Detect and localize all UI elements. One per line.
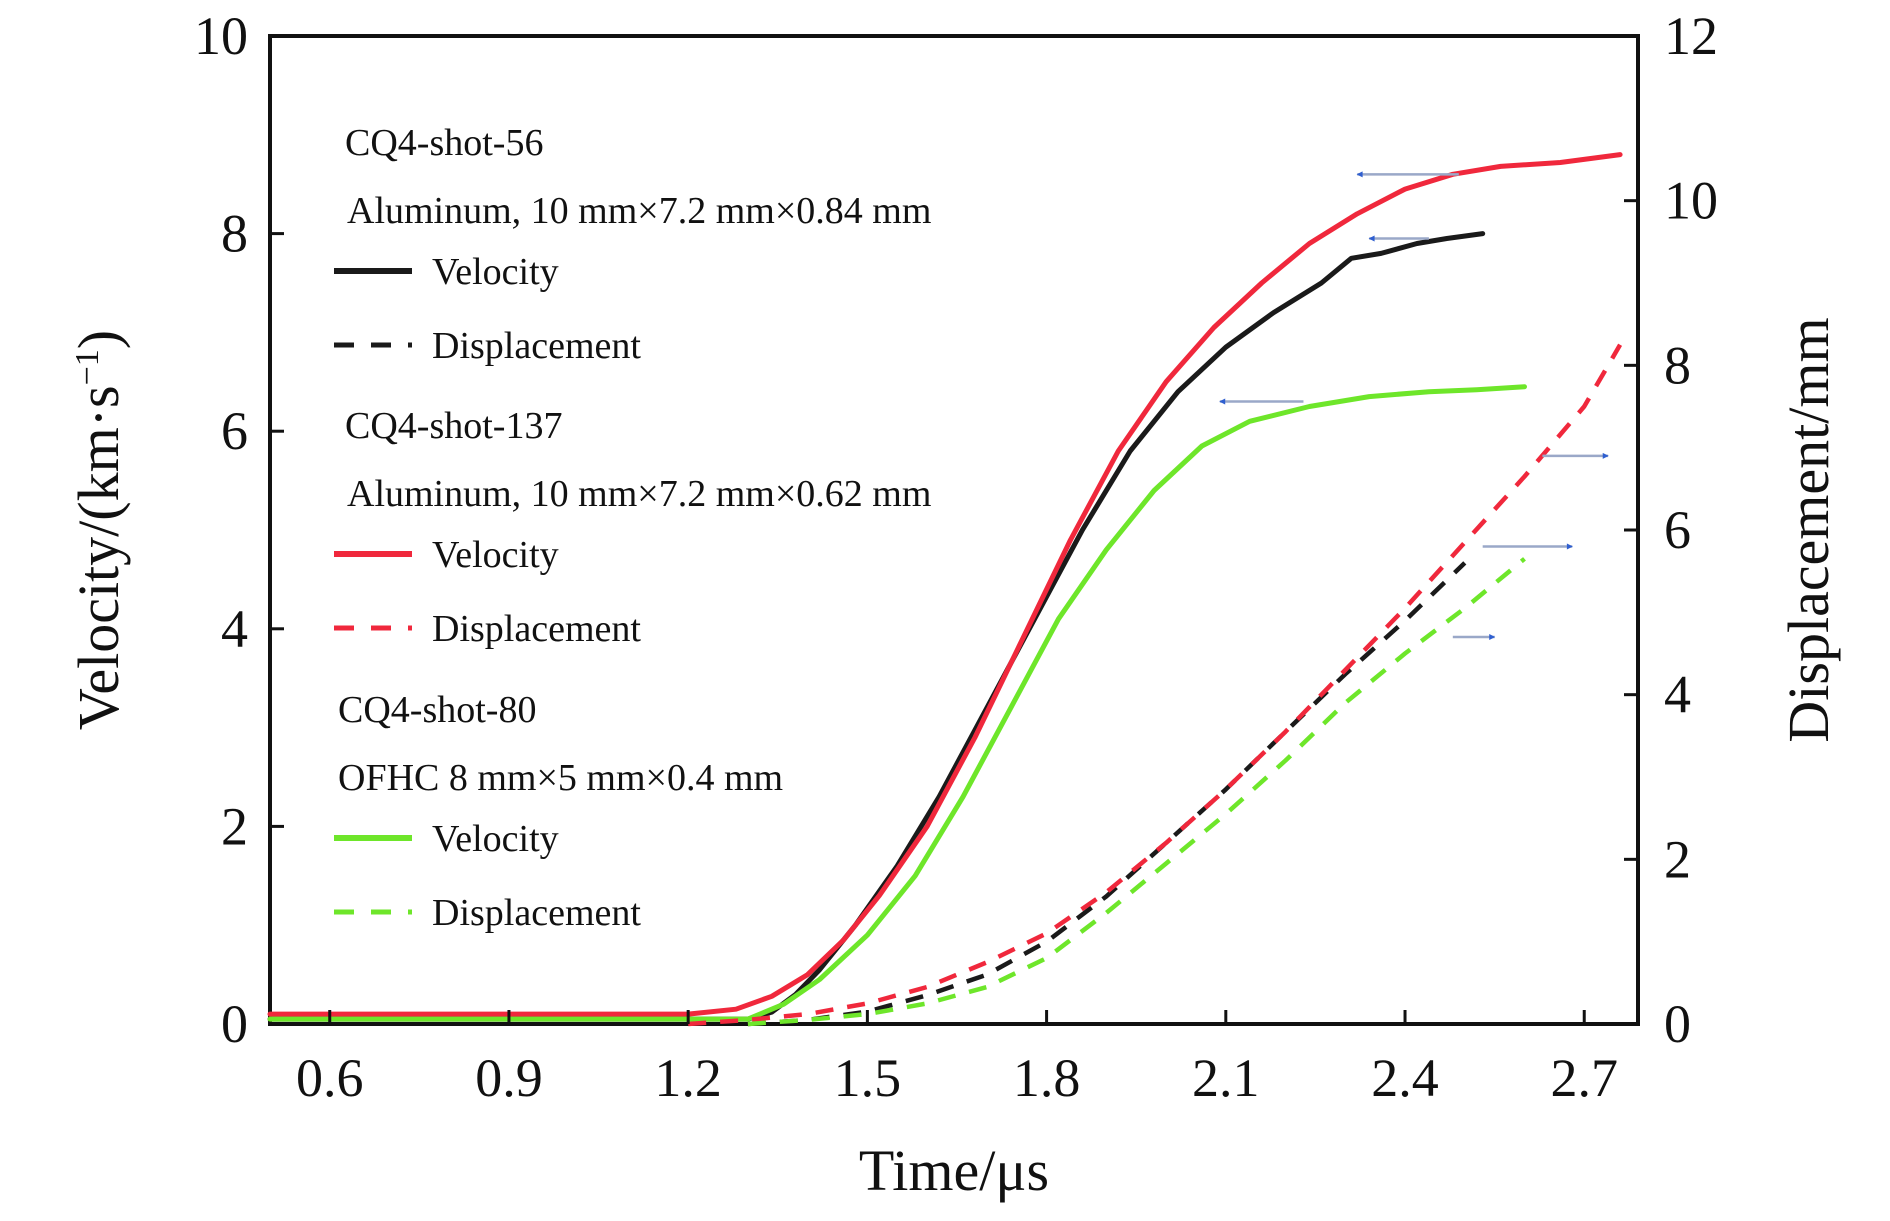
y-left-tick-label: 8: [221, 204, 248, 264]
series-displacement-1: [688, 343, 1623, 1027]
series-layer: [267, 152, 1623, 1027]
legend-displacement-label: Displacement: [432, 608, 641, 650]
plot-frame: [268, 34, 1640, 1026]
y-left-tick-label: 10: [194, 6, 248, 66]
y-left-tick-label: 4: [221, 599, 248, 659]
legend-material-label: Aluminum, 10 mm×7.2 mm×0.84 mm: [347, 190, 931, 232]
x-axis-title: Time/μs: [859, 1138, 1049, 1203]
left-axis-title-main: Velocity/(km·s: [66, 385, 131, 730]
y-right-tick-label: 6: [1664, 500, 1691, 560]
legend-displacement-label: Displacement: [432, 325, 641, 367]
x-tick-label: 0.9: [475, 1048, 543, 1108]
legend: CQ4-shot-56 Aluminum, 10 mm×7.2 mm×0.84 m…: [334, 122, 931, 934]
series-velocity-2: [267, 384, 1527, 1022]
legend-velocity-label: Velocity: [432, 534, 559, 576]
x-tick-label: 2.7: [1550, 1048, 1618, 1108]
right-axis-title: Displacement/mm: [1776, 317, 1841, 742]
series-displacement-2: [747, 557, 1526, 1027]
legend-shot-label: CQ4-shot-56: [345, 122, 543, 164]
y-right-tick-label: 4: [1664, 665, 1691, 725]
x-tick-label: 2.1: [1192, 1048, 1260, 1108]
y-right-tick-label: 12: [1664, 6, 1718, 66]
annotation-layer: [1219, 171, 1609, 641]
legend-material-label: Aluminum, 10 mm×7.2 mm×0.62 mm: [347, 473, 931, 515]
left-axis-title-close: ): [66, 330, 131, 349]
y-right-tick-label: 8: [1664, 335, 1691, 395]
series-velocity-1: [267, 152, 1623, 1017]
x-tick-label: 1.8: [1013, 1048, 1081, 1108]
legend-shot-label: CQ4-shot-137: [345, 405, 562, 447]
left-axis-title-sup: −1: [69, 349, 106, 385]
series-velocity-0: [267, 231, 1486, 1022]
legend-velocity-label: Velocity: [432, 251, 559, 293]
legend-material-label: OFHC 8 mm×5 mm×0.4 mm: [338, 757, 783, 799]
y-left-tick-label: 6: [221, 401, 248, 461]
left-axis-title: Velocity/(km·s−1): [66, 330, 131, 730]
y-right-tick-label: 2: [1664, 829, 1691, 889]
series-displacement-0: [747, 561, 1467, 1027]
x-tick-label: 0.6: [296, 1048, 364, 1108]
legend-displacement-label: Displacement: [432, 892, 641, 934]
x-tick-label: 2.4: [1371, 1048, 1439, 1108]
x-tick-label: 1.5: [834, 1048, 902, 1108]
tick-layer: 0.6 0.9 1.2 1.5 1.8 2.1 2.4 2.7 0 2 4 6 8 10 0 2 4 6 8 10 12: [194, 6, 1718, 1108]
y-left-tick-label: 0: [221, 994, 248, 1054]
x-tick-label: 1.2: [654, 1048, 722, 1108]
y-right-tick-label: 10: [1664, 171, 1718, 231]
y-right-tick-label: 0: [1664, 994, 1691, 1054]
legend-shot-label: CQ4-shot-80: [338, 689, 536, 731]
legend-velocity-label: Velocity: [432, 818, 559, 860]
y-left-tick-label: 2: [221, 796, 248, 856]
